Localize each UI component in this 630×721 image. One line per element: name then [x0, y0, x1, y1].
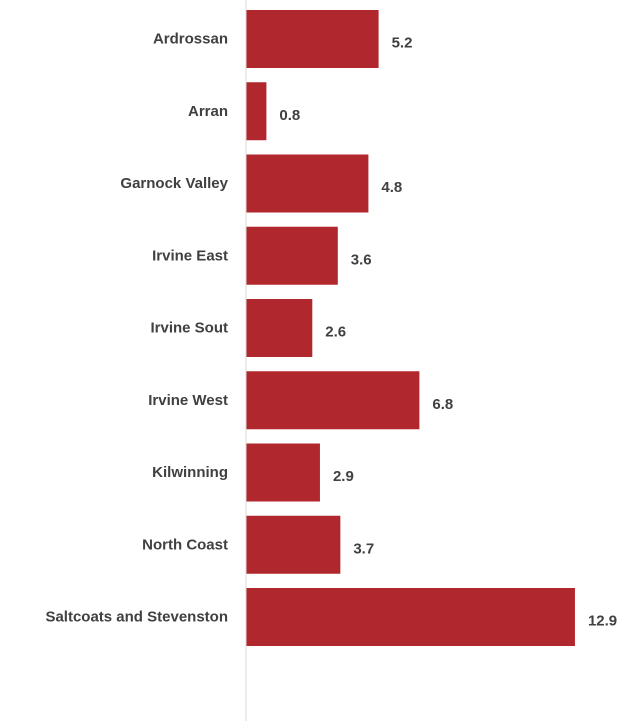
bar-garnock-valley [246, 154, 369, 213]
data-label-saltcoats-and-stevenston: 12.9 [588, 613, 617, 630]
data-label-garnock-valley: 4.8 [381, 179, 402, 196]
value-labels-group: 5.2 0.8 4.8 3.6 2.6 6.8 2.9 3.7 12.9 [279, 35, 617, 630]
category-label-garnock-valley: Garnock Valley [120, 175, 228, 192]
data-label-arran: 0.8 [279, 107, 300, 124]
data-label-kilwinning: 2.9 [333, 468, 354, 485]
bars-group [246, 10, 575, 646]
data-label-north-coast: 3.7 [353, 540, 374, 557]
data-label-irvine-west: 6.8 [432, 396, 453, 413]
category-label-ardrossan: Ardrossan [153, 31, 228, 48]
data-label-irvine-east: 3.6 [351, 251, 372, 268]
category-label-irvine-sout: Irvine Sout [150, 320, 228, 337]
bar-saltcoats-and-stevenston [246, 588, 575, 646]
bar-north-coast [246, 515, 341, 574]
category-label-saltcoats-and-stevenston: Saltcoats and Stevenston [45, 609, 228, 626]
category-label-irvine-east: Irvine East [152, 247, 228, 264]
bar-irvine-west [246, 371, 420, 430]
category-label-kilwinning: Kilwinning [152, 464, 228, 481]
bar-kilwinning [246, 443, 320, 502]
bar-irvine-east [246, 226, 338, 285]
data-label-ardrossan: 5.2 [392, 35, 413, 52]
bar-ardrossan [246, 10, 379, 68]
category-label-irvine-west: Irvine West [148, 392, 228, 409]
category-labels-group: Ardrossan Arran Garnock Valley Irvine East I… [45, 31, 228, 626]
bar-irvine-sout [246, 299, 313, 357]
bar-arran [246, 82, 267, 141]
category-label-north-coast: North Coast [142, 536, 228, 553]
data-label-irvine-sout: 2.6 [325, 324, 346, 341]
category-label-arran: Arran [188, 103, 228, 120]
